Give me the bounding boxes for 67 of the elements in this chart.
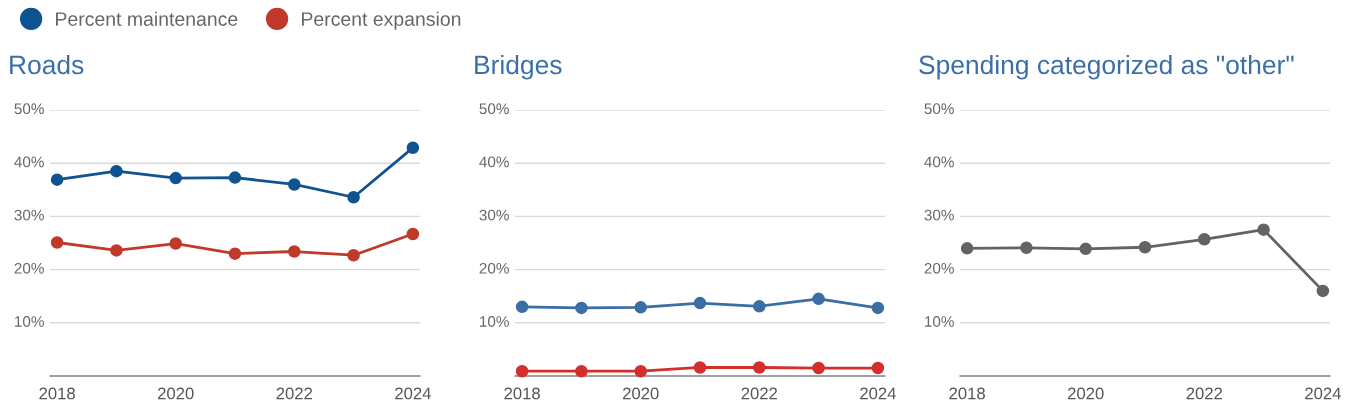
point [347, 190, 360, 204]
point [1020, 241, 1033, 255]
point [110, 244, 123, 257]
y-tick-label: 40% [924, 156, 954, 168]
x-tick-label: 2022 [1186, 387, 1222, 400]
point [347, 248, 360, 262]
y-tick-label: 10% [15, 316, 44, 327]
x-tick-label: 2018 [39, 387, 75, 400]
x-tick-label: 2020 [158, 387, 194, 400]
point [228, 247, 242, 260]
point [169, 237, 182, 250]
y-tick-label: 40% [14, 156, 44, 168]
y-tick-label: 50% [479, 103, 509, 115]
point [693, 296, 707, 310]
point [288, 178, 301, 191]
point [871, 361, 885, 375]
y-tick-label: 20% [479, 262, 509, 274]
y-tick-label: 40% [479, 156, 509, 168]
point [1316, 284, 1330, 298]
x-tick-label: 2022 [276, 387, 312, 400]
y-tick-label: 50% [924, 103, 954, 115]
point [288, 245, 301, 258]
y-tick-label: 10% [480, 316, 509, 327]
point [228, 171, 242, 184]
point [575, 301, 588, 315]
point [1198, 233, 1211, 246]
chart-title: Spending categorized as "other" [919, 54, 1294, 80]
point [634, 301, 647, 314]
point [50, 236, 64, 249]
y-tick-label: 20% [14, 262, 44, 274]
y-tick-label: 20% [924, 262, 954, 274]
x-tick-label: 2022 [741, 387, 777, 400]
legend-label: Percent expansion [302, 11, 461, 30]
y-tick-label: 30% [924, 209, 954, 221]
point [871, 301, 885, 315]
point [515, 364, 529, 378]
x-tick-label: 2024 [395, 387, 431, 400]
point [50, 173, 64, 186]
x-tick-label: 2020 [1068, 387, 1104, 400]
point [1138, 241, 1152, 254]
x-tick-label: 2020 [623, 387, 659, 400]
point [960, 242, 974, 255]
point [753, 361, 766, 374]
point [634, 364, 647, 378]
point [812, 361, 825, 375]
x-tick-label: 2024 [860, 387, 896, 400]
point [406, 141, 420, 155]
point [406, 227, 420, 241]
point [1257, 223, 1270, 236]
y-tick-label: 30% [14, 209, 44, 221]
y-tick-label: 30% [479, 209, 509, 221]
y-tick-label: 50% [14, 103, 44, 115]
point [575, 364, 588, 378]
x-tick-label: 2018 [949, 387, 985, 400]
x-tick-label: 2018 [504, 387, 540, 400]
point [693, 361, 707, 374]
point [169, 171, 182, 185]
legend-label: Percent maintenance [56, 11, 238, 26]
chart-title: Roads [10, 54, 84, 75]
point [1079, 242, 1092, 256]
point [812, 292, 825, 306]
point [515, 300, 529, 314]
point [753, 300, 766, 313]
y-tick-label: 10% [925, 316, 954, 327]
x-tick-label: 2024 [1305, 387, 1341, 400]
chart-title: Bridges [475, 54, 562, 80]
point [110, 164, 123, 178]
